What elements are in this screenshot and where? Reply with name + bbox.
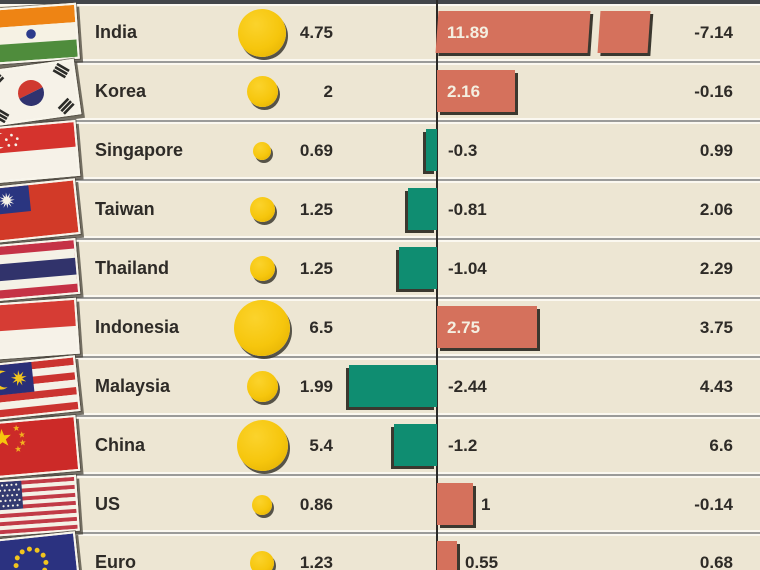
row-separator xyxy=(0,177,760,183)
row-separator xyxy=(0,118,760,124)
bar xyxy=(437,483,473,525)
rate-value: 0.69 xyxy=(299,141,333,160)
bar-value: -1.2 xyxy=(448,436,478,455)
rate-value: 2 xyxy=(323,82,333,101)
rate-value: 1.99 xyxy=(299,377,333,396)
country-label: China xyxy=(95,435,146,455)
rate-circle xyxy=(238,8,286,57)
rate-value: 1.23 xyxy=(299,553,333,570)
rate-circle xyxy=(250,550,274,570)
zero-axis-line xyxy=(436,0,438,570)
rate-circle xyxy=(252,494,272,515)
rate-circle xyxy=(234,299,290,356)
country-label: US xyxy=(95,494,121,514)
country-label: Taiwan xyxy=(95,199,155,219)
country-label: Korea xyxy=(95,81,147,101)
real-rate-value: 2.06 xyxy=(699,200,733,219)
table-row-malaysia: Malaysia 1.99 -2.44 4.43 xyxy=(0,355,760,421)
bar-value: -2.44 xyxy=(448,377,487,396)
bar xyxy=(437,70,515,112)
bar-value: -0.81 xyxy=(448,200,487,219)
table-row-china: China 5.4 -1.2 6.6 xyxy=(0,415,760,479)
country-label: Indonesia xyxy=(95,317,180,337)
bar-overflow-segment xyxy=(597,11,651,53)
table-row-euro: Euro 1.23 0.55 0.68 xyxy=(0,531,760,570)
real-rate-value: 3.75 xyxy=(699,318,733,337)
indonesia-flag-icon xyxy=(0,297,80,361)
top-border-gap xyxy=(0,4,760,6)
row-separator xyxy=(0,472,760,478)
country-label: Malaysia xyxy=(95,376,171,396)
real-rate-value: 6.6 xyxy=(709,436,733,455)
rate-circle xyxy=(253,141,271,160)
table-row-indonesia: Indonesia 6.5 2.75 3.75 xyxy=(0,297,760,361)
china-flag-icon xyxy=(0,415,81,479)
real-rate-value: 0.99 xyxy=(699,141,733,160)
india-flag-icon xyxy=(0,2,80,66)
table-row-india: India 4.75 11.89 -7.14 xyxy=(0,2,760,66)
row-separator xyxy=(0,59,760,65)
rate-circle xyxy=(249,256,275,281)
rate-value: 5.4 xyxy=(309,436,333,455)
table-row-taiwan: Taiwan 1.25 -0.81 2.06 xyxy=(0,178,760,244)
bar xyxy=(408,188,437,230)
bar xyxy=(437,541,457,570)
bar xyxy=(394,424,437,466)
bar-value: 2.75 xyxy=(447,318,481,337)
euro-flag-icon xyxy=(0,531,81,570)
rate-circle xyxy=(249,197,275,222)
row-separator xyxy=(0,413,760,419)
rate-value: 1.25 xyxy=(299,200,333,219)
bar-value: 0.55 xyxy=(465,553,499,570)
singapore-flag-icon xyxy=(0,120,81,184)
rate-value: 1.25 xyxy=(299,259,333,278)
bar-value: 2.16 xyxy=(447,82,481,101)
table-row-korea: Korea 2 2.16 -0.16 xyxy=(0,58,760,128)
row-separator xyxy=(0,530,760,536)
real-rate-value: -0.14 xyxy=(694,495,733,514)
real-rate-value: 4.43 xyxy=(699,377,733,396)
real-rate-value: 2.29 xyxy=(699,259,733,278)
top-border-strip xyxy=(0,0,760,4)
rate-value: 0.86 xyxy=(299,495,333,514)
bar xyxy=(349,365,437,407)
us-flag-icon xyxy=(0,474,80,538)
real-rate-value: 0.68 xyxy=(699,553,733,570)
country-label: Euro xyxy=(95,552,137,570)
rate-circle xyxy=(236,420,288,471)
thailand-flag-icon xyxy=(0,238,81,302)
rate-circle xyxy=(246,76,278,107)
rate-value: 6.5 xyxy=(309,318,333,337)
rate-value: 4.75 xyxy=(299,23,333,42)
rate-circle xyxy=(246,371,278,402)
bar xyxy=(426,129,437,171)
real-rate-value: -7.14 xyxy=(694,23,733,42)
korea-flag-icon xyxy=(0,58,82,128)
bar-value: -0.3 xyxy=(448,141,478,160)
table-row-thailand: Thailand 1.25 -1.04 2.29 xyxy=(0,238,760,302)
row-separator xyxy=(0,295,760,301)
bar xyxy=(437,306,537,348)
bar-value: -1.04 xyxy=(448,259,487,278)
bar-value: 11.89 xyxy=(447,23,489,42)
bar-value: 1 xyxy=(481,495,491,514)
bar xyxy=(399,247,437,289)
row-separator xyxy=(0,236,760,242)
country-label: Singapore xyxy=(95,140,184,160)
table-row-singapore: Singapore 0.69 -0.3 0.99 xyxy=(0,120,760,184)
country-label: India xyxy=(95,22,138,42)
real-rate-value: -0.16 xyxy=(694,82,733,101)
taiwan-flag-icon xyxy=(0,178,81,244)
country-label: Thailand xyxy=(95,258,170,278)
row-separator xyxy=(0,354,760,360)
table-row-us: US 0.86 1 -0.14 xyxy=(0,474,760,538)
malaysia-flag-icon xyxy=(0,355,81,421)
